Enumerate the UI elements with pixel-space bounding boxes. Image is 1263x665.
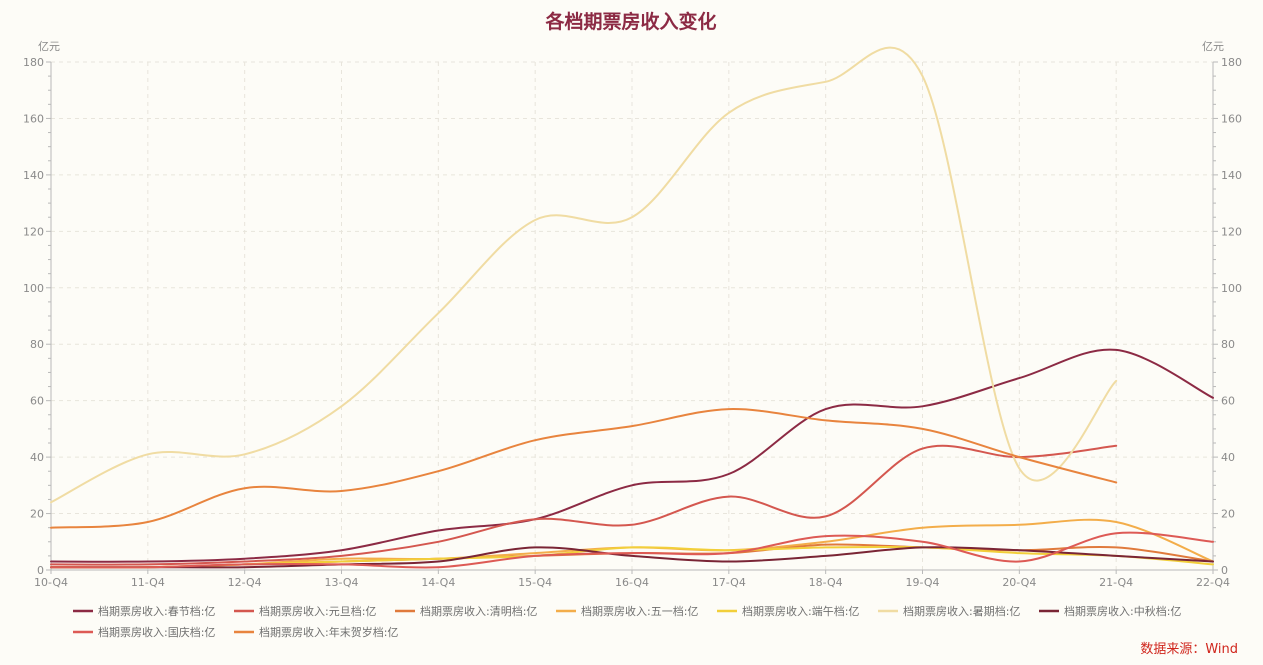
- chart-title: 各档期票房收入变化: [544, 10, 716, 33]
- y-tick-label-right: 120: [1221, 225, 1242, 238]
- y-tick-label-left: 120: [23, 225, 44, 238]
- y-tick-label-right: 140: [1221, 169, 1242, 182]
- y-tick-label-left: 20: [30, 508, 44, 521]
- y-tick-label-left: 0: [37, 564, 44, 577]
- right-axis-unit: 亿元: [1202, 40, 1224, 53]
- source-note: 数据来源：Wind: [1140, 642, 1238, 657]
- y-tick-label-left: 60: [30, 395, 44, 408]
- x-tick-label: 12-Q4: [228, 576, 262, 589]
- legend-item-4: 档期票房收入:五一档:亿: [581, 604, 698, 618]
- y-tick-label-left: 80: [30, 338, 44, 351]
- x-tick-label: 16-Q4: [615, 576, 649, 589]
- x-tick-label: 14-Q4: [421, 576, 455, 589]
- y-tick-label-right: 180: [1221, 56, 1242, 69]
- y-tick-label-left: 160: [23, 112, 44, 125]
- x-tick-label: 11-Q4: [131, 576, 165, 589]
- x-tick-label: 10-Q4: [34, 576, 68, 589]
- plot-area: [50, 46, 1214, 569]
- y-tick-label-right: 0: [1221, 564, 1228, 577]
- y-tick-label-right: 60: [1221, 395, 1235, 408]
- x-tick-label: 22-Q4: [1196, 576, 1230, 589]
- series-line-8: [50, 531, 1214, 569]
- series-line-7: [50, 546, 1214, 569]
- legend-item-7: 档期票房收入:中秋档:亿: [1064, 604, 1181, 618]
- x-tick-label: 18-Q4: [809, 576, 843, 589]
- x-tick-label: 19-Q4: [905, 576, 939, 589]
- series-line-9: [50, 408, 1118, 529]
- legend-item-8: 档期票房收入:国庆档:亿: [98, 625, 215, 639]
- x-tick-label: 13-Q4: [324, 576, 358, 589]
- series-line-2: [50, 444, 1118, 566]
- legend-item-1: 档期票房收入:春节档:亿: [98, 604, 215, 618]
- legend-item-3: 档期票房收入:清明档:亿: [420, 604, 537, 618]
- x-tick-label: 17-Q4: [712, 576, 746, 589]
- y-tick-label-right: 80: [1221, 338, 1235, 351]
- series-line-1: [50, 348, 1214, 563]
- legend: 档期票房收入:春节档:亿 档期票房收入:元旦档:亿 档期票房收入:清明档:亿 档期票房…: [73, 604, 1181, 639]
- y-tick-label-right: 160: [1221, 112, 1242, 125]
- left-axis-unit: 亿元: [38, 40, 60, 53]
- y-tick-label-left: 140: [23, 169, 44, 182]
- y-tick-label-left: 40: [30, 451, 44, 464]
- y-tick-label-left: 100: [23, 282, 44, 295]
- y-tick-label-right: 100: [1221, 282, 1242, 295]
- legend-item-9: 档期票房收入:年末贺岁档:亿: [259, 625, 398, 639]
- y-tick-label-left: 180: [23, 56, 44, 69]
- legend-item-6: 档期票房收入:暑期档:亿: [903, 604, 1020, 618]
- x-tick-label: 21-Q4: [1099, 576, 1133, 589]
- y-tick-label-right: 20: [1221, 508, 1235, 521]
- legend-item-5: 档期票房收入:端午档:亿: [742, 604, 859, 618]
- x-tick-label: 15-Q4: [518, 576, 552, 589]
- y-tick-label-right: 40: [1221, 451, 1235, 464]
- axes: 0 0 20 20 40 40 60 60 80 80 100 100 120 120 140 140 160 1…: [23, 56, 1242, 589]
- series-line-6: [50, 46, 1118, 504]
- x-tick-label: 20-Q4: [1002, 576, 1036, 589]
- legend-item-2: 档期票房收入:元旦档:亿: [259, 604, 376, 618]
